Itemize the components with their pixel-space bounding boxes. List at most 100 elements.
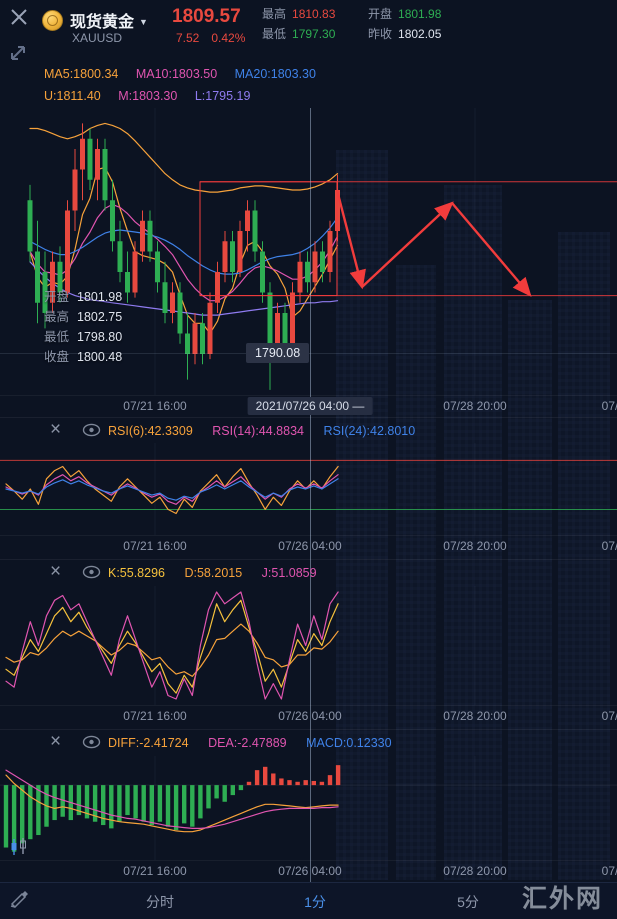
candle-body bbox=[140, 220, 145, 252]
annotation-arrow[interactable] bbox=[361, 201, 454, 288]
symbol-title[interactable]: 现货黄金 ▼ bbox=[70, 8, 148, 32]
ohlc-label: 开盘 bbox=[44, 290, 70, 304]
candle-body bbox=[132, 251, 138, 293]
stat-value: 1810.83 bbox=[292, 7, 336, 21]
boll-upper-label: U:1811.40 bbox=[44, 89, 101, 103]
overlay-BOLL-U bbox=[29, 122, 339, 193]
change-value: 7.52 bbox=[176, 31, 200, 45]
time-tick: 07/21 16:00 bbox=[123, 399, 187, 413]
time-tick: 07/ bbox=[601, 399, 617, 413]
macd-hist-bar bbox=[287, 780, 292, 786]
macd-chart[interactable] bbox=[0, 756, 617, 860]
candle-body bbox=[320, 251, 325, 272]
macd-hist-bar bbox=[141, 785, 146, 822]
stat-label: 最高 bbox=[262, 7, 287, 21]
macd-hist-bar bbox=[3, 785, 9, 848]
annotation-box[interactable] bbox=[199, 181, 338, 297]
close-icon[interactable]: × bbox=[50, 419, 62, 440]
series-DEA bbox=[5, 769, 339, 830]
macd-hist-bar bbox=[11, 785, 17, 852]
candle-body bbox=[297, 261, 303, 293]
stat-label: 昨收 bbox=[368, 27, 393, 41]
crosshair-vertical-line bbox=[310, 108, 311, 882]
time-tick: 07/ bbox=[601, 709, 617, 723]
macd-hist-bar bbox=[109, 785, 114, 829]
ma-info-row: MA5:1800.34 MA10:1803.50 MA20:1803.30 bbox=[44, 67, 330, 81]
tab-timeline[interactable]: 分时 bbox=[146, 894, 174, 910]
candle-body bbox=[215, 272, 220, 303]
macd-hist-bar bbox=[52, 785, 57, 821]
macd-hist-bar bbox=[311, 780, 316, 786]
draw-tool-icon[interactable] bbox=[8, 886, 30, 913]
candle-body bbox=[125, 272, 130, 293]
candle-body bbox=[35, 251, 40, 303]
candle-body bbox=[267, 292, 273, 344]
boll-info-row: U:1811.40 M:1803.30 L:1795.19 bbox=[44, 89, 264, 103]
macd-hist-bar bbox=[206, 785, 211, 809]
macd-hist-bar bbox=[319, 781, 325, 786]
candle-body bbox=[245, 210, 250, 231]
candle-body bbox=[207, 302, 213, 354]
close-icon[interactable] bbox=[8, 6, 30, 33]
ohlc-value: 1802.75 bbox=[77, 310, 123, 324]
ohlc-low: 最低 1798.80 bbox=[44, 327, 122, 347]
stat-high: 最高 1810.83 bbox=[262, 4, 335, 24]
time-tick: 07/21 16:00 bbox=[123, 709, 187, 723]
candle-body bbox=[260, 251, 265, 293]
rsi24-label: RSI(24):42.8010 bbox=[323, 424, 416, 438]
macd-hist-bar bbox=[254, 770, 260, 786]
ohlc-label: 最高 bbox=[44, 310, 70, 324]
rsi-time-axis: 07/21 16:00 07/26 04:00 07/28 20:00 07/ bbox=[0, 535, 617, 560]
change-percent: 0.42% bbox=[211, 31, 246, 45]
main-time-axis: 07/21 16:00 2021/07/26 04:00 — 07/28 20:… bbox=[0, 395, 617, 418]
series-K bbox=[5, 599, 339, 694]
eye-icon[interactable] bbox=[82, 735, 101, 752]
macd-hist-bar bbox=[190, 785, 195, 827]
site-watermark: 汇外网 bbox=[522, 885, 604, 913]
time-tick: 07/28 20:00 bbox=[443, 864, 507, 878]
kdj-chart[interactable] bbox=[0, 586, 617, 705]
stat-label: 最低 bbox=[262, 27, 287, 41]
close-icon[interactable]: × bbox=[50, 561, 62, 582]
candle-body bbox=[155, 251, 160, 283]
eye-icon[interactable] bbox=[82, 565, 101, 582]
overlay-MA10 bbox=[29, 203, 339, 302]
macd-hist-bar bbox=[222, 785, 227, 802]
building-silhouette bbox=[444, 185, 502, 880]
macd-hist-bar bbox=[84, 785, 90, 819]
ohlc-label: 收盘 bbox=[44, 350, 70, 364]
macd-hist-bar bbox=[101, 785, 106, 826]
candle-body bbox=[27, 200, 33, 252]
chart-type-icon[interactable] bbox=[8, 836, 30, 863]
overlay-MA20 bbox=[29, 217, 339, 275]
ma20-label: MA20:1803.30 bbox=[234, 67, 316, 81]
macd-value-label: MACD:0.12330 bbox=[306, 736, 392, 750]
kdj-time-axis: 07/21 16:00 07/26 04:00 07/28 20:00 07/ bbox=[0, 705, 617, 730]
eye-icon[interactable] bbox=[82, 423, 101, 440]
ohlc-overlay: 开盘 1801.98 最高 1802.75 最低 1798.80 收盘 1800.48 bbox=[44, 287, 122, 367]
ohlc-value: 1801.98 bbox=[77, 290, 123, 304]
building-silhouette bbox=[396, 265, 436, 880]
macd-hist-bar bbox=[214, 785, 219, 799]
gold-coin-icon bbox=[42, 10, 63, 31]
close-icon[interactable]: × bbox=[50, 731, 62, 752]
macd-hist-bar bbox=[165, 785, 171, 827]
expand-resize-icon[interactable] bbox=[6, 41, 30, 70]
tab-5min[interactable]: 5分 bbox=[457, 894, 479, 910]
tab-1min[interactable]: 1分 bbox=[304, 894, 326, 910]
main-candlestick-chart[interactable] bbox=[0, 108, 617, 395]
candle-body bbox=[192, 323, 198, 354]
annotation-arrow[interactable] bbox=[451, 202, 532, 297]
time-tick: 07/28 20:00 bbox=[443, 399, 507, 413]
candle-body bbox=[147, 220, 153, 252]
candle-body bbox=[110, 200, 115, 242]
annotation-arrow[interactable] bbox=[335, 189, 366, 290]
price-change: 7.52 0.42% bbox=[176, 31, 257, 45]
candle-body bbox=[305, 261, 310, 283]
time-tick: 07/ bbox=[601, 539, 617, 553]
ohlc-label: 最低 bbox=[44, 330, 70, 344]
macd-hist-bar bbox=[60, 785, 65, 817]
macd-hist-bar bbox=[246, 781, 252, 786]
candle-body bbox=[57, 261, 63, 293]
rsi-chart[interactable] bbox=[0, 443, 617, 535]
